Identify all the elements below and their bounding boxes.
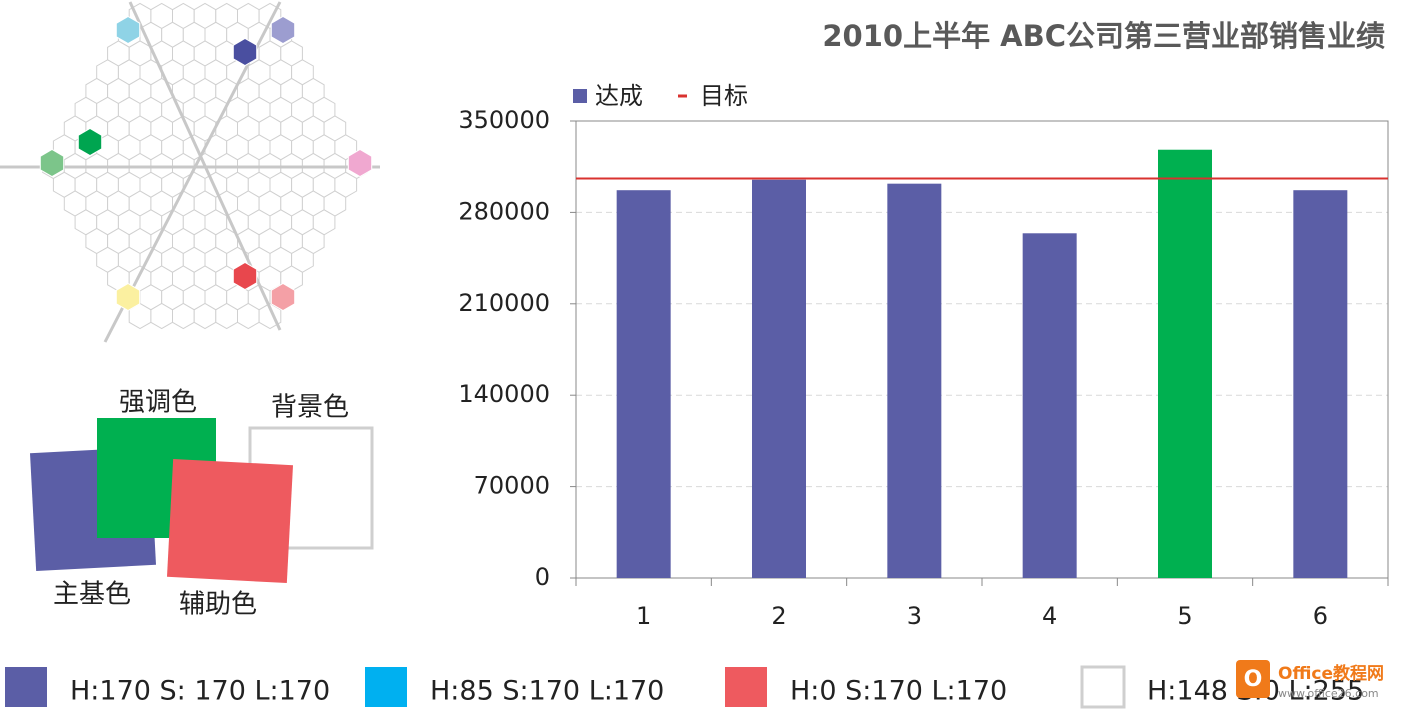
hsl-legend: H:170 S: 170 L:170 H:85 S:170 L:170 H:0 S:… (5, 665, 1364, 709)
bar (1293, 190, 1348, 578)
swatch-label: 强调色 (119, 388, 197, 418)
watermark-logo (1236, 660, 1270, 698)
color-hex (39, 148, 65, 178)
watermark: O Office教程网 www.office26.com (1236, 660, 1384, 700)
color-hex (347, 148, 373, 178)
hsl-swatch (5, 667, 47, 707)
bar (1158, 149, 1212, 578)
swatch-label: 辅助色 (179, 590, 257, 620)
plot-border (575, 120, 1389, 579)
chart: 2010上半年 ABC公司第三营业部销售业绩 0 70000 140000 21000… (458, 19, 1389, 630)
color-hex (270, 282, 296, 312)
color-hex (232, 37, 258, 67)
color-hex (77, 127, 103, 157)
swatch (166, 458, 294, 584)
x-tick-label: 5 (1177, 602, 1192, 630)
chart-title: 2010上半年 ABC公司第三营业部销售业绩 (822, 19, 1385, 53)
y-tick-label: 70000 (474, 472, 550, 500)
y-tick-label: 350000 (458, 106, 550, 134)
hsl-swatch (365, 667, 407, 707)
color-wheel (0, 1, 380, 343)
hsl-label: H:170 S: 170 L:170 (70, 676, 330, 707)
y-tick-label: 210000 (458, 289, 550, 317)
x-tick-label: 3 (907, 602, 922, 630)
x-tick-label: 1 (636, 602, 651, 630)
color-hex (115, 282, 141, 312)
y-tick-label: 140000 (458, 380, 550, 408)
color-hex (232, 261, 258, 291)
legend-label: 目标 (700, 82, 748, 110)
color-hex (270, 15, 296, 45)
x-tick-label: 4 (1042, 602, 1057, 630)
hsl-swatch (725, 667, 767, 707)
legend-marker (573, 89, 587, 103)
watermark-url: www.office26.com (1278, 687, 1379, 700)
hsl-label: H:85 S:170 L:170 (430, 676, 664, 707)
x-tick-label: 2 (771, 602, 786, 630)
bar (1022, 233, 1077, 578)
legend-label: 达成 (595, 82, 643, 110)
swatch-label: 主基色 (53, 580, 131, 610)
color-hex (115, 15, 141, 45)
hsl-label: H:0 S:170 L:170 (790, 676, 1007, 707)
y-tick-label: 280000 (458, 197, 550, 225)
swatch-label: 背景色 (271, 393, 349, 423)
watermark-name: Office教程网 (1278, 663, 1384, 684)
bar (752, 179, 806, 578)
y-tick-label: 0 (535, 563, 550, 591)
x-tick-label: 6 (1313, 602, 1328, 630)
watermark-icon: O (1244, 667, 1263, 692)
bar (887, 183, 942, 578)
bar (616, 190, 671, 578)
hsl-swatch (1080, 665, 1126, 709)
